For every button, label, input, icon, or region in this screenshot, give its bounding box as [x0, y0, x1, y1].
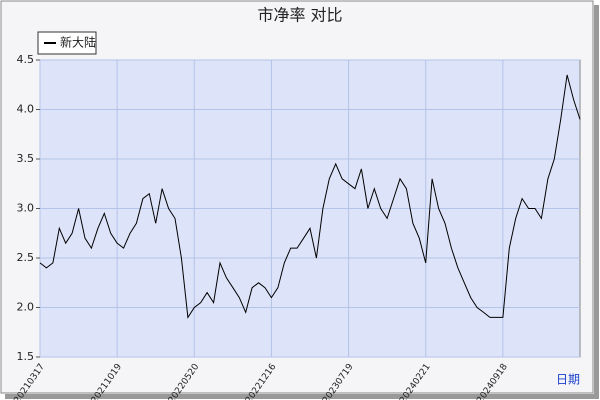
- shadow: [594, 5, 599, 398]
- series-line: [39, 74, 581, 319]
- legend-label: 新大陆: [60, 35, 96, 50]
- shadow: [5, 394, 599, 399]
- x-axis-label: 日期: [556, 373, 580, 387]
- y-tick-label: 1.5: [17, 350, 35, 363]
- y-tick-label: 2.0: [17, 301, 35, 314]
- y-tick-label: 2.5: [17, 251, 35, 264]
- y-tick-label: 4.0: [17, 103, 35, 116]
- chart-title: 市净率 对比: [257, 6, 342, 25]
- y-tick-label: 3.5: [17, 152, 35, 165]
- y-tick-label: 4.5: [17, 53, 35, 66]
- legend: [37, 31, 97, 55]
- y-tick-label: 3.0: [17, 202, 35, 215]
